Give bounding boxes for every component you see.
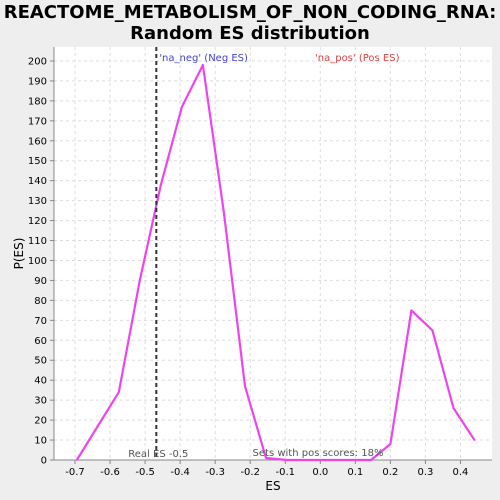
series-point bbox=[473, 439, 476, 441]
real-es-label: Real ES -0.5 bbox=[128, 449, 188, 460]
chart-title-line2: Random ES distribution bbox=[130, 23, 370, 44]
y-tick-label: 190 bbox=[28, 76, 47, 87]
series-point bbox=[410, 309, 413, 312]
y-tick-label: 30 bbox=[34, 396, 47, 407]
x-tick-label: -0.6 bbox=[100, 467, 120, 478]
series-point bbox=[181, 106, 183, 108]
series-point bbox=[307, 459, 309, 461]
y-tick-label: 180 bbox=[28, 96, 47, 107]
y-tick-label: 160 bbox=[28, 136, 47, 147]
y-tick-label: 90 bbox=[34, 276, 47, 287]
plot-area bbox=[54, 47, 492, 460]
series-point bbox=[328, 459, 330, 461]
pos-scores-label: Sets with pos scores: 18% bbox=[253, 448, 384, 459]
series-point bbox=[452, 407, 455, 409]
y-tick-label: 150 bbox=[28, 156, 47, 167]
x-tick-label: 0.0 bbox=[312, 467, 328, 478]
x-tick-label: -0.2 bbox=[240, 467, 260, 478]
y-tick-label: 40 bbox=[34, 376, 47, 387]
series-point bbox=[118, 391, 120, 393]
x-axis-label: ES bbox=[265, 479, 280, 493]
x-tick-label: -0.7 bbox=[65, 467, 85, 478]
y-tick-label: 110 bbox=[28, 236, 47, 247]
series-point bbox=[389, 443, 392, 445]
y-tick-label: 10 bbox=[34, 436, 47, 447]
pos-es-label: 'na_pos' (Pos ES) bbox=[315, 53, 400, 64]
x-tick-label: -0.4 bbox=[170, 467, 190, 478]
y-tick-label: 80 bbox=[34, 296, 47, 307]
x-tick-label: 0.4 bbox=[453, 467, 469, 478]
y-tick-label: 20 bbox=[34, 416, 47, 427]
series-point bbox=[265, 457, 267, 459]
x-tick-label: -0.3 bbox=[205, 467, 225, 478]
y-tick-label: 170 bbox=[28, 116, 47, 127]
series-point bbox=[286, 459, 288, 461]
x-tick-label: 0.3 bbox=[417, 467, 433, 478]
y-axis-label: P(ES) bbox=[12, 238, 26, 270]
y-tick-label: 0 bbox=[41, 456, 47, 467]
y-tick-label: 130 bbox=[28, 196, 47, 207]
series-point bbox=[202, 64, 204, 66]
x-tick-label: -0.1 bbox=[276, 467, 296, 478]
series-point bbox=[244, 385, 246, 387]
chart-title: REACTOME_METABOLISM_OF_NON_CODING_RNA: R… bbox=[0, 2, 500, 44]
series-point bbox=[160, 183, 162, 186]
series-point bbox=[139, 279, 141, 282]
series-point bbox=[431, 329, 434, 332]
series-point bbox=[349, 459, 351, 461]
series-point bbox=[75, 459, 78, 461]
y-tick-label: 100 bbox=[28, 256, 47, 267]
x-tick-label: 0.2 bbox=[382, 467, 398, 478]
y-tick-label: 140 bbox=[28, 176, 47, 187]
y-tick-label: 120 bbox=[28, 216, 47, 227]
y-tick-label: 60 bbox=[34, 336, 47, 347]
series-point bbox=[223, 211, 225, 214]
y-tick-label: 200 bbox=[28, 56, 47, 67]
x-tick-label: -0.5 bbox=[135, 467, 155, 478]
series-point bbox=[370, 459, 372, 461]
x-tick-label: 0.1 bbox=[347, 467, 363, 478]
y-tick-label: 70 bbox=[34, 316, 47, 327]
y-tick-label: 50 bbox=[34, 356, 47, 367]
neg-es-label: 'na_neg' (Neg ES) bbox=[159, 53, 248, 64]
chart-title-line1: REACTOME_METABOLISM_OF_NON_CODING_RNA: bbox=[3, 2, 497, 23]
